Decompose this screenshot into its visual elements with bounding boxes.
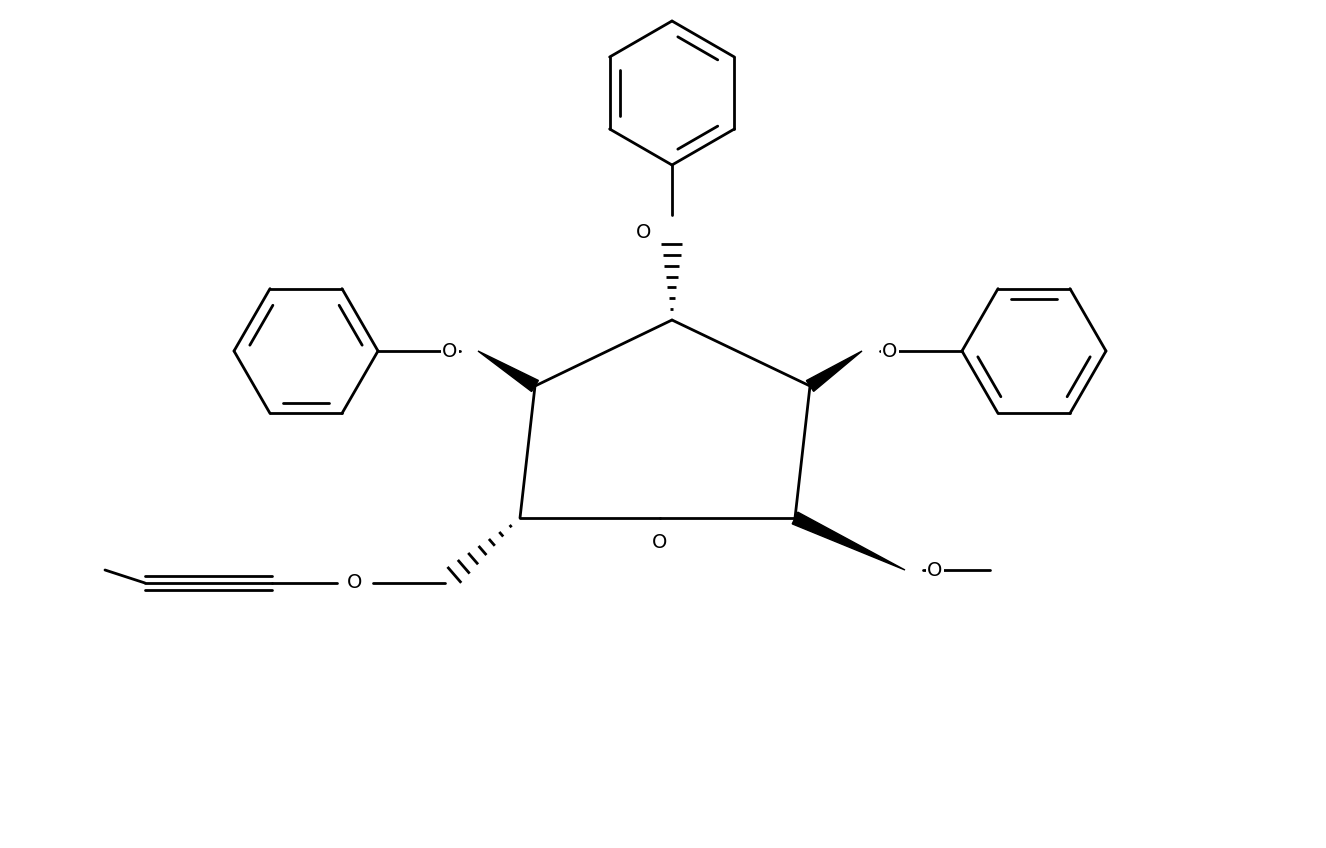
- Polygon shape: [792, 512, 906, 570]
- Text: O: O: [347, 573, 363, 593]
- Text: O: O: [443, 342, 457, 360]
- Text: O: O: [927, 561, 943, 579]
- Text: O: O: [882, 342, 898, 360]
- Polygon shape: [477, 351, 538, 392]
- Text: O: O: [652, 533, 668, 553]
- Text: O: O: [636, 224, 651, 243]
- Polygon shape: [806, 351, 862, 392]
